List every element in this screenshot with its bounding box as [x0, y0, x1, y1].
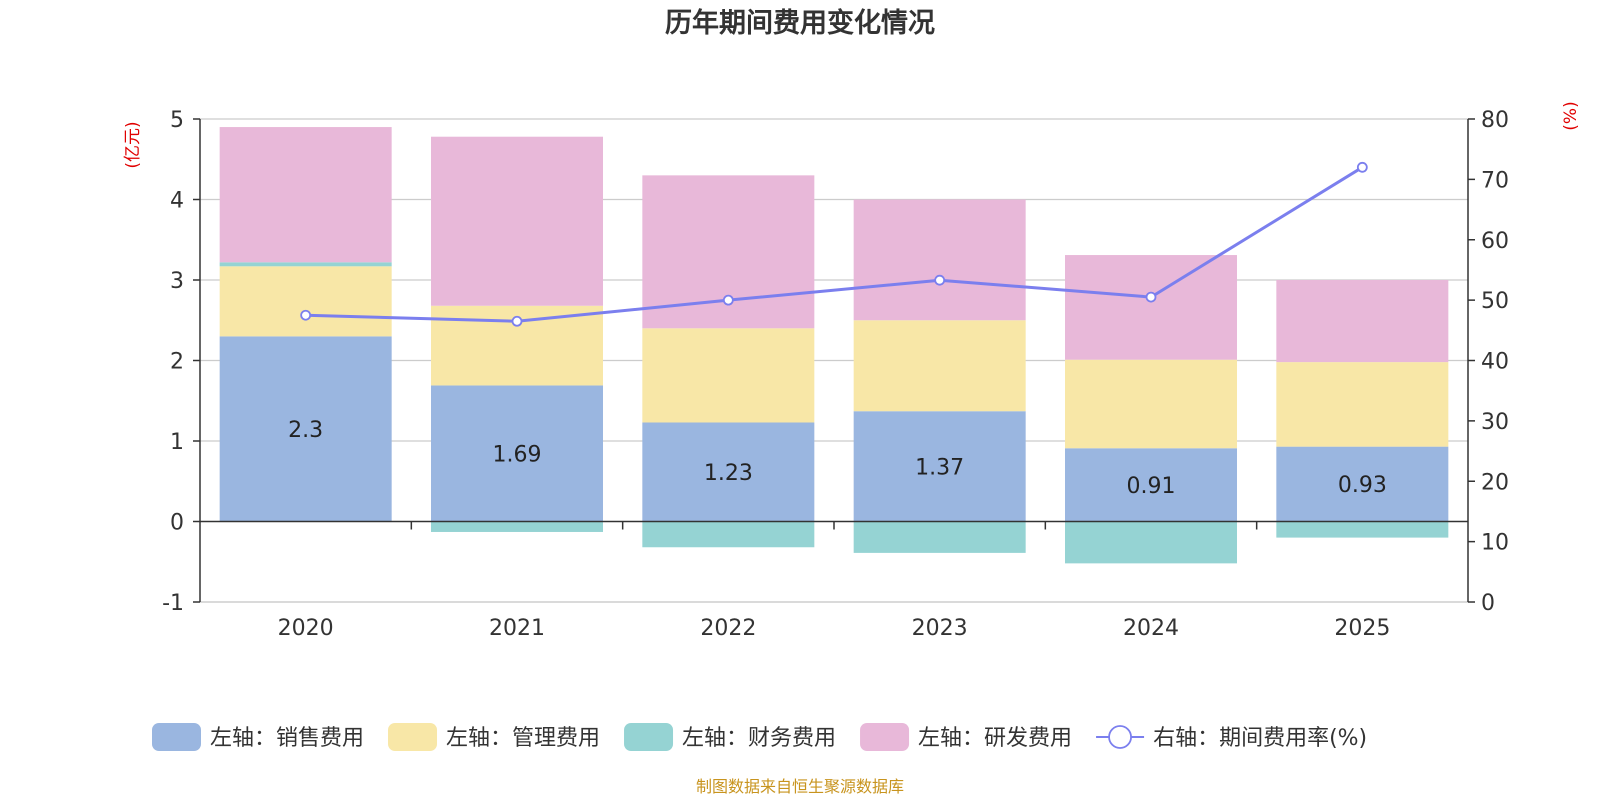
bar-data-label: 1.23 — [704, 461, 753, 486]
legend-marker-swatch — [1108, 725, 1132, 749]
rate-point — [1356, 161, 1368, 173]
bar-segment — [219, 336, 392, 522]
x-axis-tick-label: 2024 — [1123, 616, 1179, 641]
right-axis-tick-label: 40 — [1481, 350, 1509, 375]
legend-swatch — [624, 723, 674, 751]
bar-segment — [1276, 521, 1449, 538]
left-axis-tick-label: 4 — [170, 189, 184, 214]
rate-point — [1145, 291, 1157, 303]
bar-segment — [853, 521, 1026, 553]
legend-swatch — [388, 723, 438, 751]
bar-segment — [1065, 255, 1237, 360]
rate-line — [305, 166, 1364, 323]
right-axis-tick-label: 80 — [1481, 108, 1509, 133]
rate-point — [511, 315, 523, 327]
bar-segment — [853, 320, 1026, 412]
bar-segment — [642, 328, 815, 423]
label-layer: 2.3 1.69 1.23 1.37 0.91 0.93 — [288, 418, 1387, 499]
right-axis-tick-label: 10 — [1481, 531, 1509, 556]
bar-data-label: 2.3 — [288, 418, 323, 443]
bar-segment — [219, 266, 392, 337]
chart-title: 历年期间费用变化情况 — [665, 7, 935, 39]
left-axis-tick-label: 5 — [170, 108, 184, 133]
right-axis-unit: (%) — [1561, 101, 1581, 130]
bar-segment — [1065, 521, 1237, 564]
right-axis-tick-label: 30 — [1481, 410, 1509, 435]
bar-layer — [219, 127, 1449, 564]
rate-point — [934, 274, 946, 286]
right-axis-tick-label: 60 — [1481, 229, 1509, 254]
left-axis-tick-label: 3 — [170, 269, 184, 294]
legend-label: 左轴：财务费用 — [682, 726, 836, 751]
bar-segment — [642, 422, 815, 522]
x-axis-tick-label: 2023 — [912, 616, 968, 641]
bar-segment — [1276, 280, 1449, 363]
bar-segment — [1276, 446, 1449, 522]
rate-point — [300, 309, 312, 321]
right-axis-tick-label: 50 — [1481, 289, 1509, 314]
source-note: 制图数据来自恒生聚源数据库 — [696, 777, 904, 796]
bar-data-label: 0.91 — [1127, 474, 1176, 499]
bar-segment — [431, 136, 603, 306]
legend: 左轴：销售费用 左轴：管理费用 左轴：财务费用 左轴：研发费用 右轴：期间费用率(%) — [152, 723, 1367, 751]
x-axis-tick-label: 2022 — [700, 616, 756, 641]
right-axis-tick-label: 0 — [1481, 591, 1495, 616]
legend-label: 左轴：管理费用 — [446, 726, 600, 751]
bar-segment — [853, 411, 1026, 522]
legend-swatch — [860, 723, 910, 751]
legend-label: 左轴：研发费用 — [918, 726, 1072, 751]
x-axis-tick-label: 2020 — [278, 616, 334, 641]
x-axis-tick-label: 2025 — [1334, 616, 1390, 641]
bar-segment — [219, 262, 392, 267]
x-axis-tick-label: 2021 — [489, 616, 545, 641]
bar-data-label: 0.93 — [1338, 473, 1387, 498]
line-layer — [300, 161, 1368, 327]
bar-segment — [431, 385, 603, 522]
legend-swatch — [152, 723, 201, 751]
bar-data-label: 1.69 — [493, 442, 542, 467]
bar-segment — [642, 521, 815, 548]
bar-segment — [853, 199, 1026, 321]
left-axis-tick-label: 0 — [170, 511, 184, 536]
right-axis-tick-label: 70 — [1481, 168, 1509, 193]
bar-segment — [1065, 448, 1237, 522]
left-axis-tick-label: 1 — [170, 430, 184, 455]
right-axis-tick-label: 20 — [1481, 470, 1509, 495]
bar-segment — [431, 521, 603, 532]
legend-label: 右轴：期间费用率(%) — [1153, 726, 1367, 751]
rate-point — [722, 294, 734, 306]
left-axis-tick-label: 2 — [170, 350, 184, 375]
bar-data-label: 1.37 — [915, 455, 964, 480]
left-axis-tick-label: -1 — [162, 591, 184, 616]
grid-layer — [200, 118, 1468, 603]
legend-label: 左轴：销售费用 — [210, 726, 364, 751]
bar-segment — [1276, 362, 1449, 447]
left-axis-unit: (亿元) — [123, 121, 143, 168]
bar-segment — [1065, 359, 1237, 449]
bar-segment — [219, 127, 392, 263]
